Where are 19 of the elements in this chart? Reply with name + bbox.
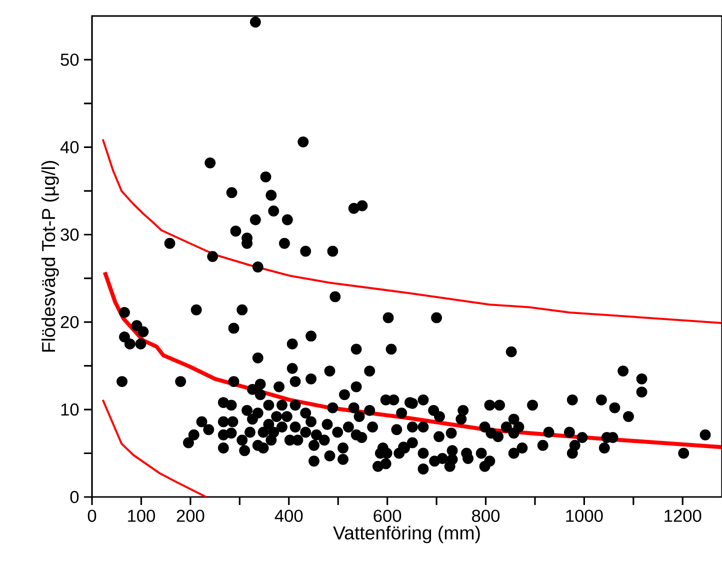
x-tick-label: 0 [88, 510, 96, 522]
x-axis-title: Vattenföring (mm) [333, 526, 480, 544]
x-tick-label: 800 [472, 510, 500, 522]
x-tick-label: 100 [128, 510, 156, 522]
x-tick-label: 400 [274, 510, 303, 522]
y-tick-label: 10 [61, 403, 79, 416]
y-tick-label: 0 [70, 490, 79, 504]
x-tick-label: 600 [374, 510, 402, 522]
y-axis-title: Flödesvägd Tot-P (µg/l) [41, 161, 59, 352]
x-tick-label: 200 [176, 510, 204, 522]
y-tick-label: 30 [60, 228, 79, 241]
y-tick-label: 50 [60, 54, 79, 66]
x-tick-label: 1200 [664, 510, 702, 522]
x-tick-label: 1000 [566, 510, 603, 522]
line-series [102, 270, 722, 450]
line-series [102, 138, 722, 324]
y-tick-label: 20 [60, 316, 79, 328]
y-tick-label: 40 [60, 141, 79, 154]
line-series [102, 398, 208, 497]
